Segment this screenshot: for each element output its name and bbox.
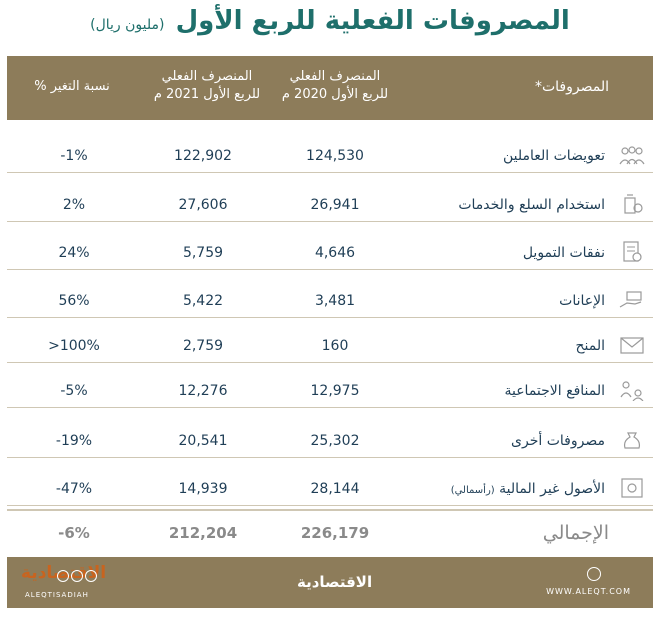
row-pct: -47% xyxy=(55,481,93,497)
table-row: استخدام السلع والخدمات 26,941 27,606 2% xyxy=(7,173,653,222)
social-icons xyxy=(57,567,99,586)
facebook-icon[interactable] xyxy=(57,570,69,582)
footer-brand: الاقتصادية xyxy=(297,573,373,591)
row-category-text: مصروفات أخرى xyxy=(511,433,605,449)
row-value-2020: 26,941 xyxy=(310,197,360,213)
row-value-2021: 122,902 xyxy=(174,148,232,164)
row-pct: -1% xyxy=(60,148,88,164)
footer: الاقتصادية ALEQTISADIAH الاقتصادية WWW.A… xyxy=(7,557,653,608)
header-2020: المنصرف الفعلي للربع الأول 2020 م xyxy=(255,68,415,104)
header-2020-line2: للربع الأول 2020 م xyxy=(281,87,389,102)
total-pct: -6% xyxy=(58,524,90,542)
twitter-icon[interactable] xyxy=(85,570,97,582)
row-category-text: تعويضات العاملين xyxy=(502,148,605,164)
row-value-2020: 124,530 xyxy=(306,148,364,164)
row-category-text: المنح xyxy=(575,338,605,354)
table-row: المنح 160 2,759 >100% xyxy=(7,318,653,363)
total-label: الإجمالي xyxy=(542,522,609,544)
table-row: المنافع الاجتماعية 12,975 12,276 -5% xyxy=(7,363,653,408)
people-icon xyxy=(619,144,645,166)
footer-handle: ALEQTISADIAH xyxy=(25,591,89,599)
row-category-text: الأصول غير المالية xyxy=(499,481,605,497)
page-subtitle: (مليون ريال) xyxy=(90,17,165,33)
row-category: المنح xyxy=(575,338,605,354)
row-value-2021: 20,541 xyxy=(178,433,228,449)
row-value-2021: 5,759 xyxy=(182,245,224,261)
total-2020: 226,179 xyxy=(300,524,370,542)
row-value-2020: 160 xyxy=(321,338,349,354)
table-row: الإعانات 3,481 5,422 56% xyxy=(7,270,653,318)
row-category-text: المنافع الاجتماعية xyxy=(504,383,605,399)
header-2021-line1: المنصرف الفعلي xyxy=(161,69,253,84)
table-header: المصروفات* المنصرف الفعلي للربع الأول 20… xyxy=(7,56,653,120)
row-value-2020: 4,646 xyxy=(314,245,356,261)
envelope-icon xyxy=(619,334,645,356)
row-category-note: (رأسمالي) xyxy=(450,485,495,496)
header-2021: المنصرف الفعلي للربع الأول 2021 م xyxy=(127,68,287,104)
row-value-2021: 27,606 xyxy=(178,197,228,213)
row-value-2020: 3,481 xyxy=(314,293,356,309)
hand-icon xyxy=(619,289,645,311)
money-bag-icon xyxy=(619,429,645,451)
header-2021-line2: للربع الأول 2021 م xyxy=(153,87,261,102)
row-category: نفقات التمويل xyxy=(523,245,605,261)
row-value-2021: 2,759 xyxy=(182,338,224,354)
row-category: الأصول غير المالية (رأسمالي) xyxy=(451,481,605,497)
row-category: المنافع الاجتماعية xyxy=(504,383,605,399)
document-icon xyxy=(619,241,645,263)
instagram-icon[interactable] xyxy=(71,570,83,582)
row-category-text: استخدام السلع والخدمات xyxy=(458,197,605,213)
footer-url[interactable]: WWW.ALEQT.COM xyxy=(546,587,631,596)
social-icon xyxy=(619,379,645,402)
row-category: مصروفات أخرى xyxy=(511,433,605,449)
row-value-2020: 28,144 xyxy=(310,481,360,497)
row-value-2020: 12,975 xyxy=(310,383,360,399)
row-pct: 2% xyxy=(62,197,86,213)
row-pct: -19% xyxy=(55,433,93,449)
table-row: مصروفات أخرى 25,302 20,541 -19% xyxy=(7,408,653,458)
row-pct: 24% xyxy=(58,245,90,261)
globe-icon xyxy=(587,567,601,581)
row-value-2021: 5,422 xyxy=(182,293,224,309)
safe-icon xyxy=(619,477,645,499)
row-pct: >100% xyxy=(48,338,100,354)
row-pct: 56% xyxy=(58,293,90,309)
row-pct: -5% xyxy=(60,383,88,399)
header-category: المصروفات* xyxy=(534,79,609,95)
table-row: الأصول غير المالية (رأسمالي) 28,144 14,939… xyxy=(7,458,653,506)
header-pct: نسبة التغير % xyxy=(34,79,110,94)
table-row: تعويضات العاملين 124,530 122,902 -1% xyxy=(7,120,653,173)
row-category: الإعانات xyxy=(559,293,605,309)
title-block: المصروفات الفعلية للربع الأول (مليون ريا… xyxy=(0,6,660,50)
row-category: تعويضات العاملين xyxy=(503,148,605,164)
header-2020-line1: المنصرف الفعلي xyxy=(289,69,381,84)
row-value-2020: 25,302 xyxy=(310,433,360,449)
row-value-2021: 14,939 xyxy=(178,481,228,497)
row-category-text: الإعانات xyxy=(559,293,605,309)
total-row: الإجمالي 226,179 212,204 -6% xyxy=(7,509,653,554)
page-title: المصروفات الفعلية للربع الأول xyxy=(175,6,570,36)
table-row: نفقات التمويل 4,646 5,759 24% xyxy=(7,222,653,270)
total-2021: 212,204 xyxy=(168,524,238,542)
goods-icon xyxy=(619,193,645,215)
row-category-text: نفقات التمويل xyxy=(522,245,605,261)
row-value-2021: 12,276 xyxy=(178,383,228,399)
row-category: استخدام السلع والخدمات xyxy=(458,197,605,213)
